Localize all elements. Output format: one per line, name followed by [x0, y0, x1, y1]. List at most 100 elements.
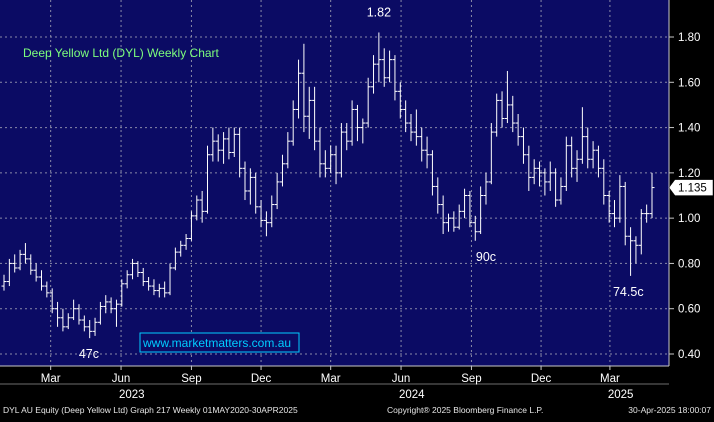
ohlc-bar [558, 177, 564, 205]
ohlc-bar [172, 247, 178, 271]
ohlc-bar [435, 177, 441, 214]
ohlc-bar [124, 270, 130, 289]
ohlc-bar [467, 190, 473, 228]
ohlc-bar [488, 123, 494, 185]
ohlc-bar [612, 200, 618, 228]
year-label: 2024 [399, 389, 425, 401]
y-axis-ticks: 1.80 1.60 1.40 1.20 1.00 0.80 0.60 0.40 [669, 32, 700, 361]
ohlc-bar [397, 82, 403, 119]
annotation-label: 1.82 [367, 5, 391, 19]
ohlc-bar [22, 243, 28, 264]
ohlc-bar [12, 254, 18, 273]
ohlc-bar [60, 308, 66, 332]
ohlc-bar [547, 161, 553, 191]
ohlc-bar [424, 136, 430, 169]
watermark-frame [139, 332, 300, 353]
ohlc-bar [162, 281, 168, 298]
ohlc-bar [140, 267, 146, 287]
ohlc-bar [403, 100, 409, 133]
ohlc-bar [445, 213, 451, 232]
ohlc-bar [451, 211, 457, 232]
annotations: 1.82 47c 90c 74.5c [79, 5, 644, 361]
ohlc-bar [510, 95, 516, 133]
ohlc-bar [210, 127, 216, 162]
ohlc-bar [440, 195, 446, 234]
ohlc-bar [103, 295, 109, 314]
ohlc-bar [151, 279, 157, 296]
ohlc-bar [344, 123, 350, 151]
ohlc-bar [595, 145, 601, 178]
ohlc-bar [526, 145, 532, 191]
ohlc-bar [349, 100, 355, 146]
ohlc-bar [183, 233, 189, 250]
ohlc-bar [569, 136, 575, 178]
ohlc-bar [520, 127, 526, 164]
ohlc-bar [574, 150, 580, 182]
ohlc-bar [542, 168, 548, 196]
y-tick-label: 1.20 [678, 168, 700, 180]
ohlc-bar [199, 190, 205, 223]
y-tick-label: 1.40 [678, 123, 700, 135]
ohlc-bar [312, 86, 318, 151]
ohlc-bar [478, 186, 484, 234]
x-tick-label: Sep [181, 373, 201, 385]
ohlc-bar [135, 261, 141, 278]
x-tick-label: Sep [461, 373, 481, 385]
y-tick-label: 0.60 [678, 304, 700, 316]
ohlc-bar [387, 50, 393, 83]
ohlc-bar [515, 113, 521, 146]
ohlc-bar [81, 315, 87, 332]
ohlc-bar [226, 127, 232, 160]
ohlc-bar [269, 195, 275, 228]
last-price-label: 1.135 [678, 183, 707, 195]
ohlc-bar [504, 70, 510, 124]
ohlc-bar [531, 159, 537, 185]
ohlc-bar [376, 32, 382, 83]
annotation-label: 90c [476, 250, 496, 264]
ohlc-bar [215, 134, 221, 162]
ohlc-bar [585, 127, 591, 169]
ohlc-bar [354, 104, 360, 142]
footer-center: Copyright® 2025 Bloomberg Finance L.P. [387, 405, 543, 415]
grid-lines [0, 0, 669, 366]
y-tick-label: 1.60 [678, 77, 700, 89]
x-tick-label: Mar [321, 373, 341, 385]
ohlc-bar [483, 172, 489, 205]
last-price-tag: 1.135 [668, 179, 714, 196]
ohlc-bar [167, 263, 173, 296]
ohlc-bar [296, 59, 302, 119]
ohlc-bar [253, 172, 259, 214]
ohlc-bar [274, 172, 280, 210]
watermark-text: www.marketmatters.com.au [142, 336, 291, 350]
ohlc-bar [279, 154, 285, 187]
ohlc-bar [590, 141, 596, 169]
ohlc-bar [258, 200, 264, 228]
ohlc-bar [456, 204, 462, 230]
y-tick-label: 0.80 [678, 258, 700, 270]
x-tick-label: Dec [531, 373, 552, 385]
ohlc-bar [87, 320, 93, 339]
ohlc-bar [579, 107, 585, 164]
ohlc-bar [317, 127, 323, 178]
y-tick-label: 1.80 [678, 32, 700, 44]
ohlc-bar [263, 211, 269, 237]
watermark-box: www.marketmatters.com.au [139, 332, 300, 353]
ohlc-bar [194, 195, 200, 221]
annotation-label: 74.5c [613, 285, 644, 299]
ohlc-bar [392, 55, 398, 101]
y-tick-label: 0.40 [678, 349, 700, 361]
year-label: 2023 [119, 389, 145, 401]
ohlc-bar [38, 270, 44, 291]
ohlc-bar [499, 91, 505, 128]
ohlc-bar [92, 317, 98, 336]
ohlc-bar [237, 127, 243, 178]
ohlc-bar [606, 190, 612, 223]
ohlc-bar [644, 204, 650, 223]
ohlc-bar [338, 123, 344, 178]
ohlc-bar [285, 132, 291, 169]
last-price-marker [668, 179, 714, 196]
ohlc-bar [33, 263, 39, 282]
ohlc-bar [247, 168, 253, 205]
ohlc-bar [365, 77, 371, 128]
ohlc-bar [537, 161, 543, 187]
